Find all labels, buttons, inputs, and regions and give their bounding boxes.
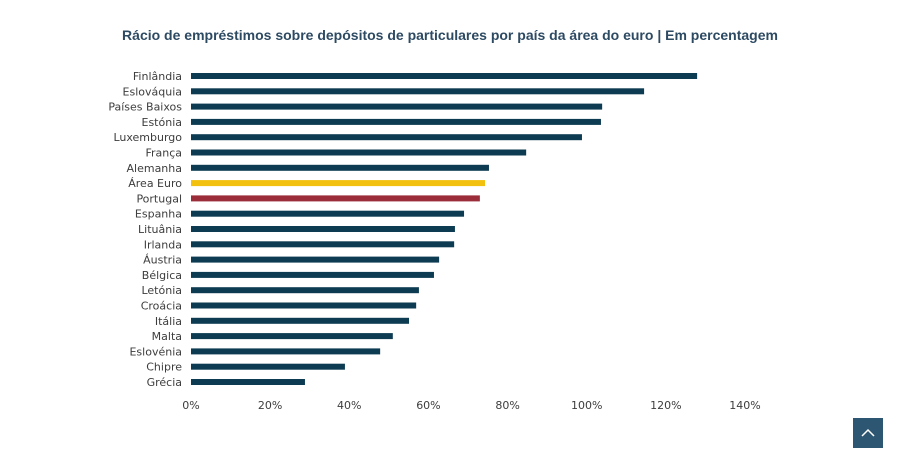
chart-title: Rácio de empréstimos sobre depósitos de … [122, 27, 778, 43]
x-tick-labels-group: 0% 20% 40% 60% 80% 100% 120% 140% [182, 399, 760, 412]
category-label: Itália [155, 315, 182, 328]
x-tick-label: 40% [337, 399, 361, 412]
bar-eslovenia [191, 348, 381, 355]
bar-eslovaquia [191, 88, 645, 95]
category-label: França [145, 147, 182, 160]
bar-austria [191, 256, 440, 263]
category-label: Malta [152, 330, 182, 343]
bar-irlanda [191, 241, 455, 248]
bar-lituania [191, 226, 455, 232]
category-label: Luxemburgo [113, 131, 182, 144]
bar-letonia [191, 287, 419, 294]
bar-luxemburgo [191, 134, 582, 141]
category-label: Espanha [135, 208, 182, 221]
category-label: Irlanda [144, 238, 182, 251]
bar-croacia [191, 302, 417, 309]
bar-espanha [191, 210, 465, 217]
category-label: Chipre [146, 361, 182, 374]
bar-malta [191, 333, 393, 340]
bar-finlandia [191, 73, 698, 79]
category-label: Área Euro [128, 177, 182, 190]
category-label: Letónia [141, 284, 182, 297]
category-label: Eslováquia [123, 85, 182, 98]
category-label: Croácia [141, 300, 182, 313]
category-label: Lituânia [138, 223, 182, 236]
x-tick-label: 100% [571, 399, 602, 412]
bar-italia [191, 317, 410, 324]
bar-portugal [191, 195, 480, 202]
bar-chipre [191, 363, 345, 370]
category-label: Eslovénia [129, 345, 182, 358]
bar-area-euro [191, 180, 486, 187]
bar-franca [191, 149, 527, 156]
bars-group [191, 73, 698, 385]
category-label: Portugal [136, 192, 182, 205]
category-label: Áustria [143, 254, 182, 267]
category-label: Finlândia [133, 70, 182, 83]
bar-estonia [191, 118, 601, 125]
x-tick-label: 0% [182, 399, 199, 412]
x-tick-label: 20% [258, 399, 282, 412]
category-label: Países Baixos [108, 101, 182, 114]
chevron-up-icon [861, 428, 875, 437]
bar-grecia [191, 379, 305, 385]
scroll-to-top-button[interactable] [853, 418, 883, 448]
bar-alemanha [191, 164, 489, 171]
x-tick-label: 80% [495, 399, 519, 412]
category-label: Estónia [142, 116, 183, 129]
category-label: Bélgica [142, 269, 182, 282]
category-label: Grécia [147, 376, 182, 389]
category-labels-group: Finlândia Eslováquia Países Baixos Estónia L… [108, 70, 182, 389]
category-label: Alemanha [127, 162, 183, 175]
x-tick-label: 140% [729, 399, 760, 412]
x-tick-label: 120% [650, 399, 681, 412]
x-tick-label: 60% [416, 399, 440, 412]
bar-paises-baixos [191, 103, 603, 110]
bar-belgica [191, 271, 434, 278]
